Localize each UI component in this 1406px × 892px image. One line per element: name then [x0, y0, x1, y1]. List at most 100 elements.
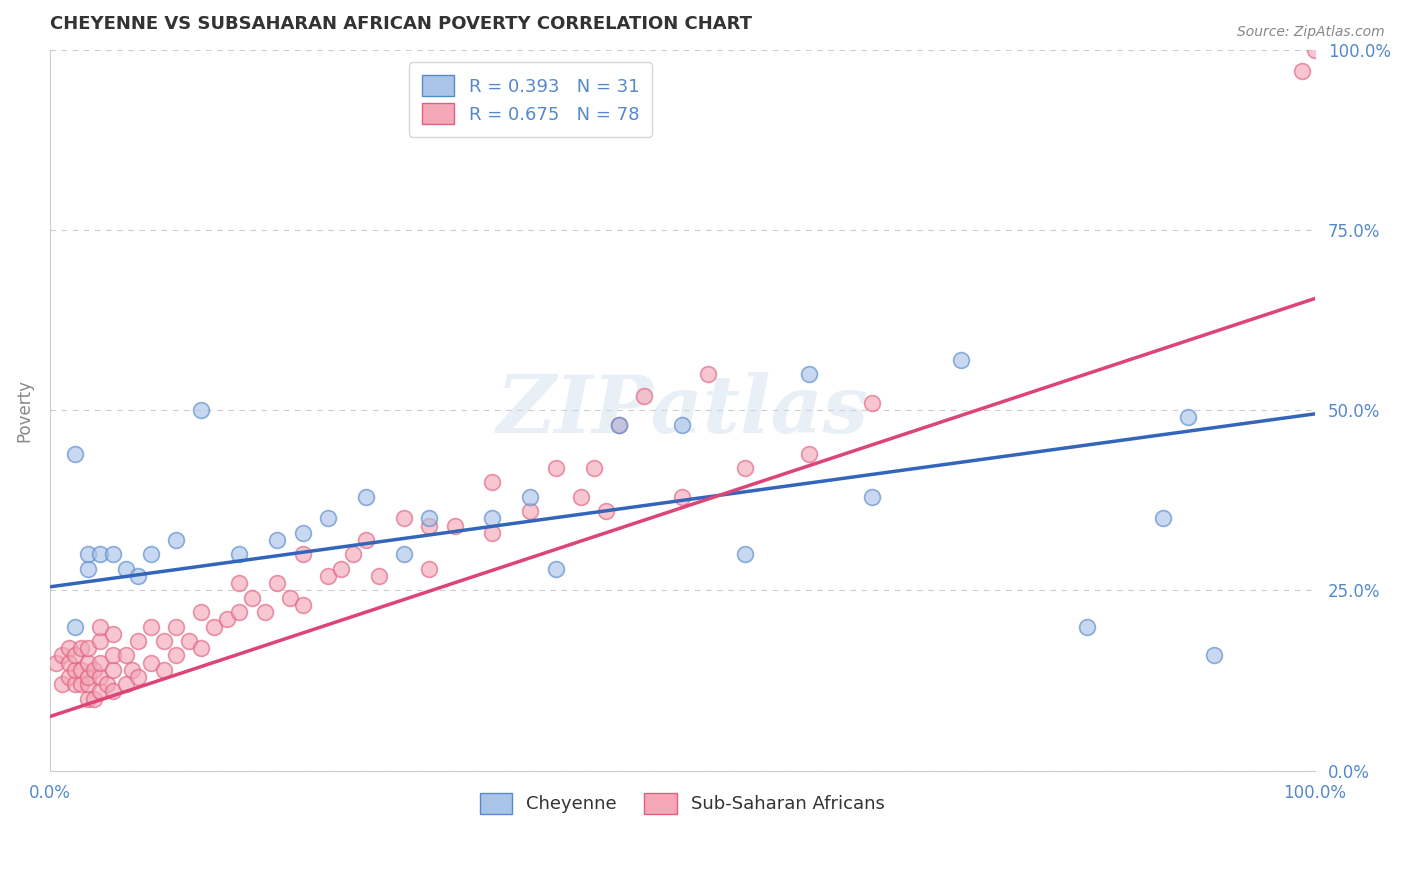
Point [228, 548, 250, 562]
Point [63, 446, 86, 460]
Point [76, 562, 98, 576]
Point [860, 490, 883, 504]
Point [114, 648, 136, 663]
Point [63, 677, 86, 691]
Point [76, 641, 98, 656]
Point [177, 634, 200, 648]
Point [83, 663, 105, 677]
Point [215, 612, 238, 626]
Point [165, 533, 187, 547]
Point [76, 656, 98, 670]
Point [101, 663, 124, 677]
Point [797, 368, 820, 382]
Point [367, 569, 389, 583]
Point [671, 490, 693, 504]
Point [70, 677, 93, 691]
Point [1076, 619, 1098, 633]
Point [253, 605, 276, 619]
Point [70, 641, 93, 656]
Point [481, 475, 503, 490]
Point [127, 634, 149, 648]
Point [89, 656, 111, 670]
Point [266, 533, 288, 547]
Point [70, 663, 93, 677]
Legend: Cheyenne, Sub-Saharan Africans: Cheyenne, Sub-Saharan Africans [467, 780, 897, 827]
Point [58, 641, 80, 656]
Point [190, 403, 212, 417]
Point [797, 446, 820, 460]
Point [152, 634, 174, 648]
Point [392, 511, 415, 525]
Point [418, 518, 440, 533]
Point [89, 684, 111, 698]
Point [190, 641, 212, 656]
Point [139, 656, 162, 670]
Point [278, 591, 301, 605]
Point [101, 648, 124, 663]
Point [202, 619, 225, 633]
Point [83, 691, 105, 706]
Point [544, 461, 567, 475]
Point [949, 352, 972, 367]
Point [127, 670, 149, 684]
Point [58, 656, 80, 670]
Point [152, 663, 174, 677]
Point [1202, 648, 1225, 663]
Point [228, 576, 250, 591]
Point [51, 648, 73, 663]
Point [519, 490, 541, 504]
Point [354, 533, 377, 547]
Point [228, 605, 250, 619]
Point [1303, 43, 1326, 57]
Point [342, 548, 364, 562]
Point [63, 663, 86, 677]
Point [51, 677, 73, 691]
Point [595, 504, 617, 518]
Point [76, 548, 98, 562]
Point [76, 670, 98, 684]
Point [860, 396, 883, 410]
Point [633, 389, 655, 403]
Point [101, 548, 124, 562]
Point [607, 417, 630, 432]
Point [114, 677, 136, 691]
Point [607, 417, 630, 432]
Point [139, 548, 162, 562]
Point [443, 518, 465, 533]
Point [734, 461, 756, 475]
Point [76, 691, 98, 706]
Point [582, 461, 605, 475]
Text: ZIPatlas: ZIPatlas [496, 371, 869, 449]
Point [89, 634, 111, 648]
Point [671, 417, 693, 432]
Point [127, 569, 149, 583]
Point [89, 619, 111, 633]
Point [291, 548, 314, 562]
Y-axis label: Poverty: Poverty [15, 379, 32, 442]
Point [291, 525, 314, 540]
Point [101, 626, 124, 640]
Point [190, 605, 212, 619]
Point [114, 562, 136, 576]
Point [63, 648, 86, 663]
Point [121, 663, 143, 677]
Point [316, 569, 339, 583]
Point [392, 548, 415, 562]
Point [1291, 64, 1313, 78]
Point [734, 548, 756, 562]
Point [45, 656, 67, 670]
Point [544, 562, 567, 576]
Point [316, 511, 339, 525]
Point [266, 576, 288, 591]
Point [481, 511, 503, 525]
Point [76, 677, 98, 691]
Point [519, 504, 541, 518]
Point [165, 648, 187, 663]
Point [165, 619, 187, 633]
Text: CHEYENNE VS SUBSAHARAN AFRICAN POVERTY CORRELATION CHART: CHEYENNE VS SUBSAHARAN AFRICAN POVERTY C… [49, 15, 752, 33]
Point [354, 490, 377, 504]
Point [89, 548, 111, 562]
Point [96, 677, 118, 691]
Point [240, 591, 263, 605]
Point [569, 490, 592, 504]
